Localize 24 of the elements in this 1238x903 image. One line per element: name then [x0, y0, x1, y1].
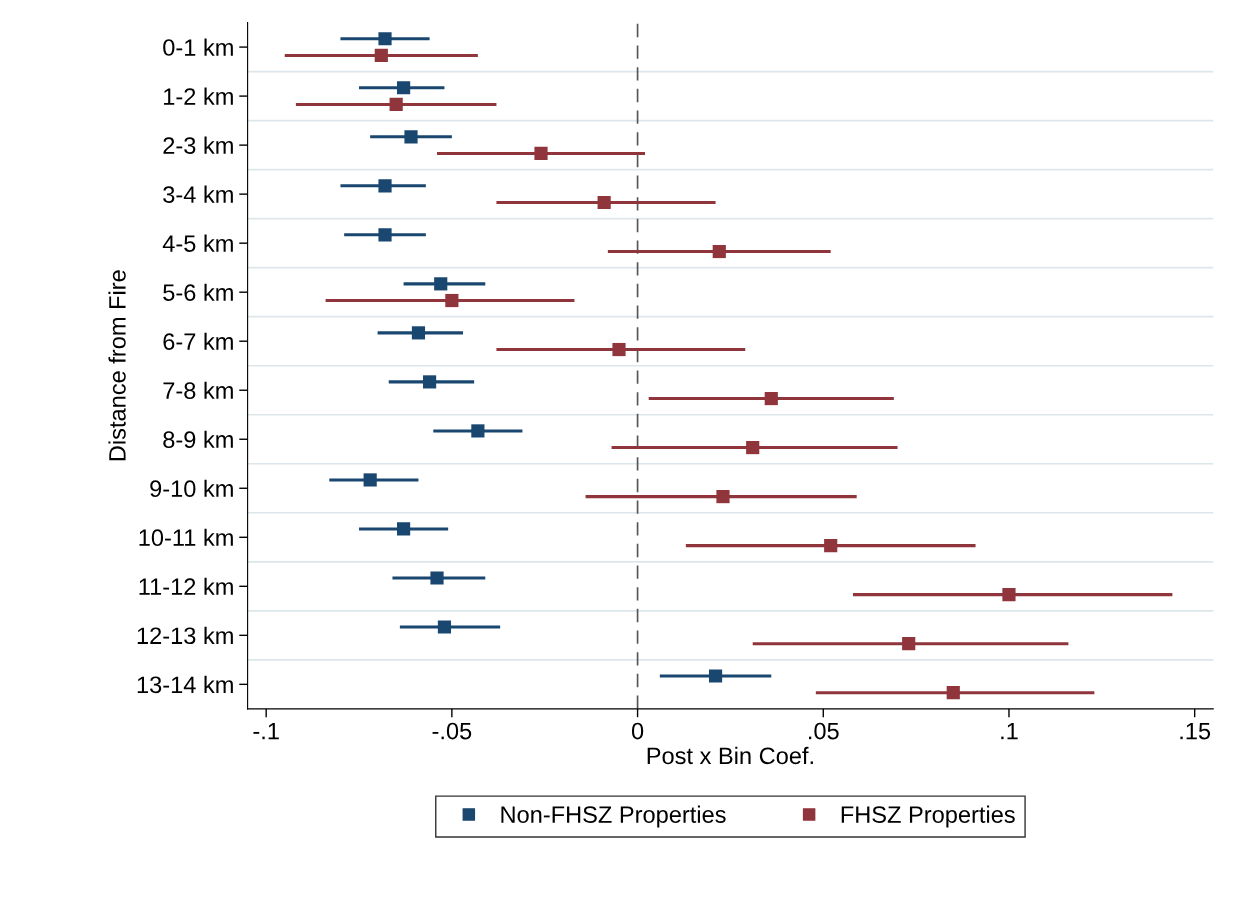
y-tick-label: 8-9 km: [163, 430, 233, 449]
x-axis-title: Post x Bin Coef.: [647, 746, 813, 765]
y-tick-label: 3-4 km: [163, 185, 233, 203]
legend-label: FHSZ Properties: [841, 805, 1015, 828]
y-tick-label: 1-2 km: [164, 87, 233, 105]
y-tick-label: 13-14 km: [137, 675, 233, 694]
y-tick-label: 10-11 km: [139, 528, 233, 547]
y-axis-title: Distance from Fire: [108, 270, 126, 461]
x-tick-label: -.05: [432, 722, 472, 740]
y-tick-label: 11-12 km: [139, 577, 233, 595]
y-tick-label: 9-10 km: [150, 479, 233, 498]
y-tick-label: 7-8 km: [163, 381, 233, 400]
y-tick-label: 5-6 km: [163, 283, 233, 301]
y-tick-label: 4-5 km: [162, 234, 233, 252]
y-tick-label: 12-13 km: [137, 626, 233, 645]
legend-label: Non-FHSZ Properties: [501, 805, 726, 828]
x-tick-label: -.1: [253, 722, 279, 740]
y-tick-label: 2-3 km: [163, 136, 233, 154]
x-tick-label: 0: [631, 722, 644, 740]
y-tick-label: 0-1 km: [163, 38, 233, 56]
x-tick-label: .15: [1180, 722, 1211, 740]
x-tick-label: .05: [809, 722, 839, 740]
y-tick-label: 6-7 km: [163, 332, 233, 350]
x-tick-label: .1: [1001, 722, 1018, 740]
